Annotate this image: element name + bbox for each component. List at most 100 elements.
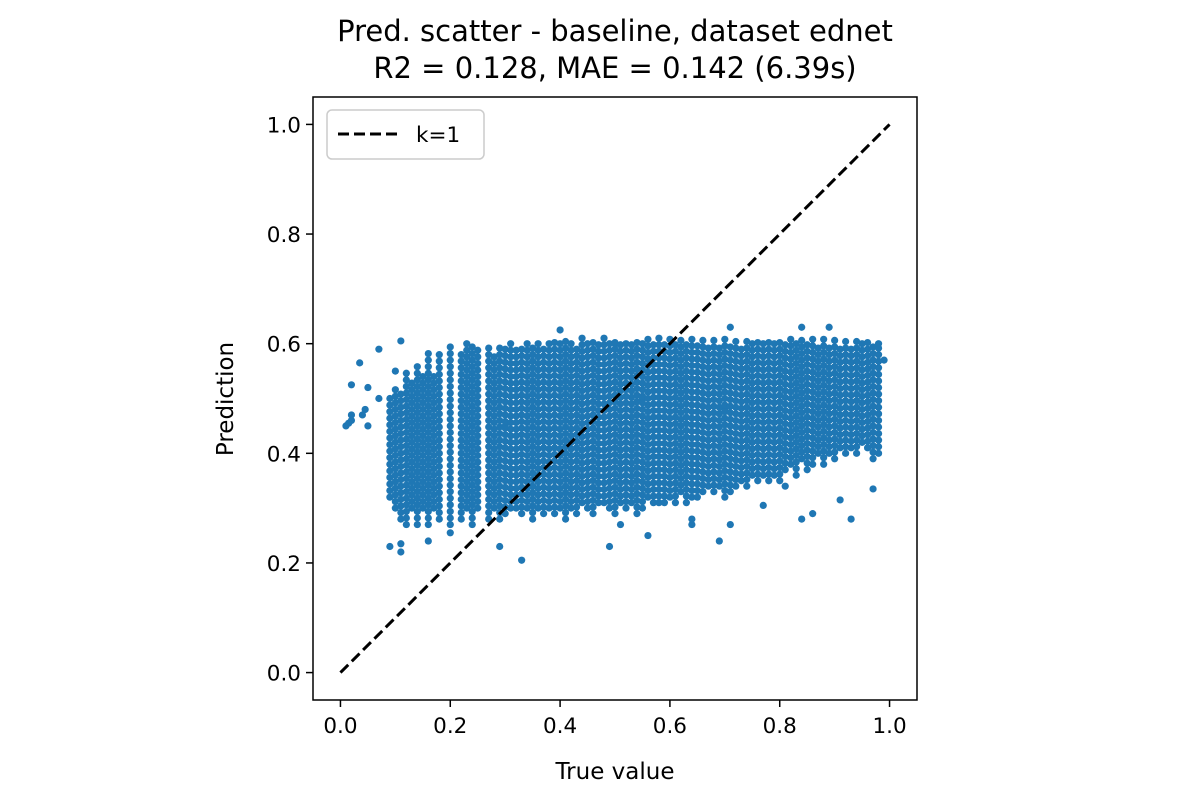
scatter-point [567,497,575,506]
scatter-point [512,392,520,400]
scatter-point [474,353,482,361]
scatter-point [529,508,537,517]
scatter-point [666,486,674,495]
scatter-point [413,382,421,391]
scatter-point [572,352,581,360]
scatter-point [655,420,663,428]
scatter-point [638,346,647,354]
scatter-point [424,481,432,489]
scatter-point [754,431,762,439]
scatter-point [529,515,537,523]
scatter-point [616,459,625,467]
scatter-point [485,429,493,438]
scatter-point [754,463,762,472]
scatter-point [572,444,581,452]
scatter-point [358,411,367,419]
scatter-point [419,432,427,440]
scatter-point [787,335,795,343]
scatter-point [737,411,745,419]
scatter-point [644,467,652,475]
scatter-point [507,372,515,381]
scatter-point [644,421,652,429]
scatter-point [847,358,855,366]
scatter-point [446,529,454,537]
scatter-point [496,403,504,411]
scatter-point [534,491,542,499]
scatter-point [572,404,581,412]
scatter-point [545,419,553,427]
scatter-point [836,417,844,426]
scatter-point [496,436,504,444]
scatter-point [496,383,504,392]
scatter-point [627,367,636,375]
scatter-point [567,458,575,466]
scatter-point [732,344,740,352]
scatter-point [551,437,559,445]
scatter-point [534,458,542,466]
scatter-point [754,338,762,347]
scatter-point [485,397,493,405]
scatter-point [693,355,701,363]
scatter-point [611,404,619,412]
scatter-point [518,431,526,439]
scatter-point [419,386,427,394]
scatter-point [616,420,625,428]
scatter-point [583,392,592,400]
scatter-point [419,458,427,466]
scatter-point [831,402,839,410]
scatter-point [534,372,542,381]
scatter-point [874,397,883,405]
scatter-point [825,344,833,352]
scatter-point [468,507,476,516]
scatter-point [594,453,603,461]
scatter-point [594,433,603,441]
scatter-point [583,458,592,466]
scatter-point [814,410,822,418]
scatter-point [523,366,531,374]
scatter-point [869,389,877,397]
scatter-point [748,425,756,433]
scatter-point [671,433,680,441]
scatter-point [726,349,734,358]
scatter-point [611,444,619,452]
scatter-point [677,376,685,384]
scatter-point [457,482,465,490]
scatter-point [512,372,520,381]
scatter-point [556,425,564,433]
scatter-point [704,449,712,457]
scatter-point [699,343,707,351]
scatter-point [391,405,399,414]
scatter-point [671,492,680,500]
scatter-point [468,395,476,404]
x-tick-label: 0.2 [433,714,467,739]
scatter-point [507,419,515,427]
scatter-point [611,437,619,445]
scatter-point [831,415,839,423]
scatter-point [649,446,658,454]
scatter-point [754,477,762,485]
scatter-point [561,515,570,523]
scatter-point [649,499,658,507]
scatter-point [523,399,531,407]
scatter-point [858,438,866,446]
scatter-point [567,392,575,400]
scatter-point [567,366,575,374]
scatter-point [391,419,399,427]
scatter-point [693,342,701,350]
scatter-point [578,387,586,395]
scatter-point [545,471,553,479]
y-tick-label: 1.0 [267,113,301,138]
scatter-point [578,492,586,500]
scatter-point [787,454,795,462]
scatter-point [457,449,465,457]
scatter-point [644,414,652,422]
scatter-point [540,457,548,465]
scatter-point [578,499,586,507]
scatter-point [485,377,493,385]
scatter-point [556,497,564,506]
scatter-point [435,423,443,431]
plot-area [312,96,918,701]
scatter-point [666,348,674,357]
scatter-point [853,410,861,418]
axes-frame [312,96,918,701]
